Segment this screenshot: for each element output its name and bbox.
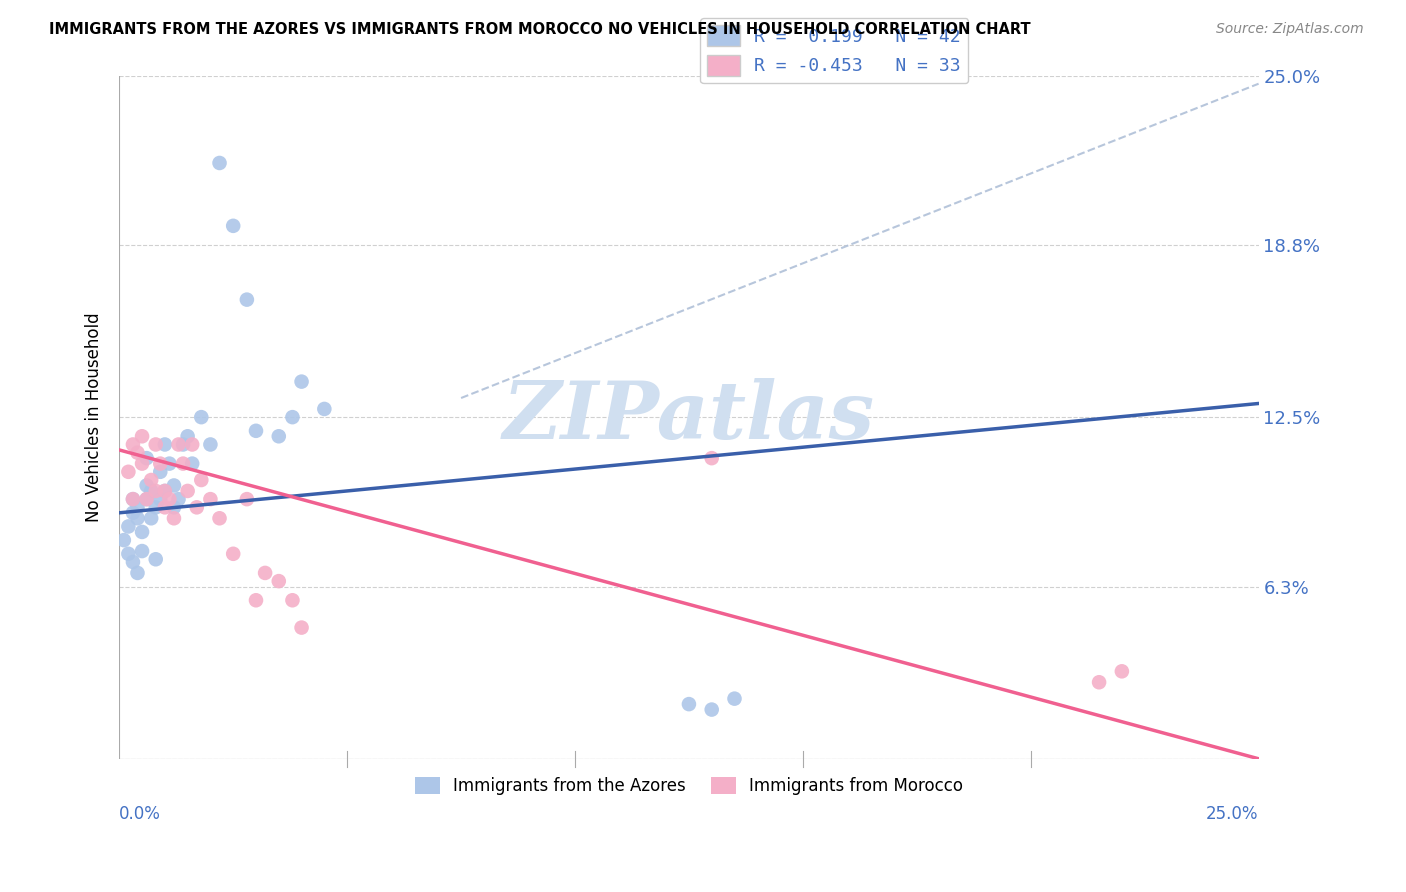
Point — [149, 457, 172, 471]
Point — [163, 478, 186, 492]
Text: Source: ZipAtlas.com: Source: ZipAtlas.com — [1216, 22, 1364, 37]
Point — [176, 429, 198, 443]
Point — [222, 547, 245, 561]
Point — [314, 401, 336, 416]
Point — [267, 429, 290, 443]
Text: 0.0%: 0.0% — [120, 805, 162, 823]
Point — [163, 500, 186, 515]
Point — [290, 621, 312, 635]
Point — [122, 492, 145, 507]
Point — [149, 492, 172, 507]
Point — [208, 156, 231, 170]
Point — [281, 593, 304, 607]
Point — [117, 519, 139, 533]
Legend: Immigrants from the Azores, Immigrants from Morocco: Immigrants from the Azores, Immigrants f… — [408, 770, 970, 802]
Point — [200, 492, 222, 507]
Point — [122, 506, 145, 520]
Point — [157, 492, 180, 507]
Point — [122, 437, 145, 451]
Point — [267, 574, 290, 588]
Point — [127, 445, 149, 459]
Point — [208, 511, 231, 525]
Point — [153, 483, 176, 498]
Point — [245, 424, 267, 438]
Point — [141, 483, 163, 498]
Point — [678, 697, 700, 711]
Point — [157, 457, 180, 471]
Point — [145, 437, 167, 451]
Point — [163, 511, 186, 525]
Point — [254, 566, 277, 580]
Point — [135, 492, 157, 507]
Point — [236, 492, 259, 507]
Point — [145, 483, 167, 498]
Text: IMMIGRANTS FROM THE AZORES VS IMMIGRANTS FROM MOROCCO NO VEHICLES IN HOUSEHOLD C: IMMIGRANTS FROM THE AZORES VS IMMIGRANTS… — [49, 22, 1031, 37]
Point — [172, 437, 194, 451]
Point — [167, 492, 190, 507]
Point — [141, 511, 163, 525]
Point — [190, 473, 212, 487]
Point — [153, 437, 176, 451]
Point — [117, 547, 139, 561]
Point — [190, 410, 212, 425]
Point — [135, 451, 157, 466]
Point — [127, 500, 149, 515]
Text: 25.0%: 25.0% — [1206, 805, 1258, 823]
Point — [167, 437, 190, 451]
Point — [131, 524, 153, 539]
Point — [723, 691, 745, 706]
Point — [245, 593, 267, 607]
Point — [236, 293, 259, 307]
Point — [700, 451, 723, 466]
Point — [135, 478, 157, 492]
Point — [153, 483, 176, 498]
Point — [131, 544, 153, 558]
Point — [117, 465, 139, 479]
Point — [122, 555, 145, 569]
Point — [127, 511, 149, 525]
Point — [141, 473, 163, 487]
Point — [176, 483, 198, 498]
Point — [281, 410, 304, 425]
Point — [127, 566, 149, 580]
Point — [1088, 675, 1111, 690]
Point — [131, 457, 153, 471]
Point — [149, 465, 172, 479]
Point — [700, 702, 723, 716]
Point — [181, 437, 204, 451]
Point — [181, 457, 204, 471]
Point — [1111, 665, 1133, 679]
Point — [145, 500, 167, 515]
Point — [222, 219, 245, 233]
Point — [172, 457, 194, 471]
Point — [145, 552, 167, 566]
Point — [135, 492, 157, 507]
Point — [131, 429, 153, 443]
Point — [153, 500, 176, 515]
Point — [290, 375, 312, 389]
Point — [200, 437, 222, 451]
Text: ZIPatlas: ZIPatlas — [503, 378, 875, 456]
Point — [122, 492, 145, 507]
Point — [112, 533, 135, 548]
Point — [186, 500, 208, 515]
Y-axis label: No Vehicles in Household: No Vehicles in Household — [86, 312, 103, 522]
